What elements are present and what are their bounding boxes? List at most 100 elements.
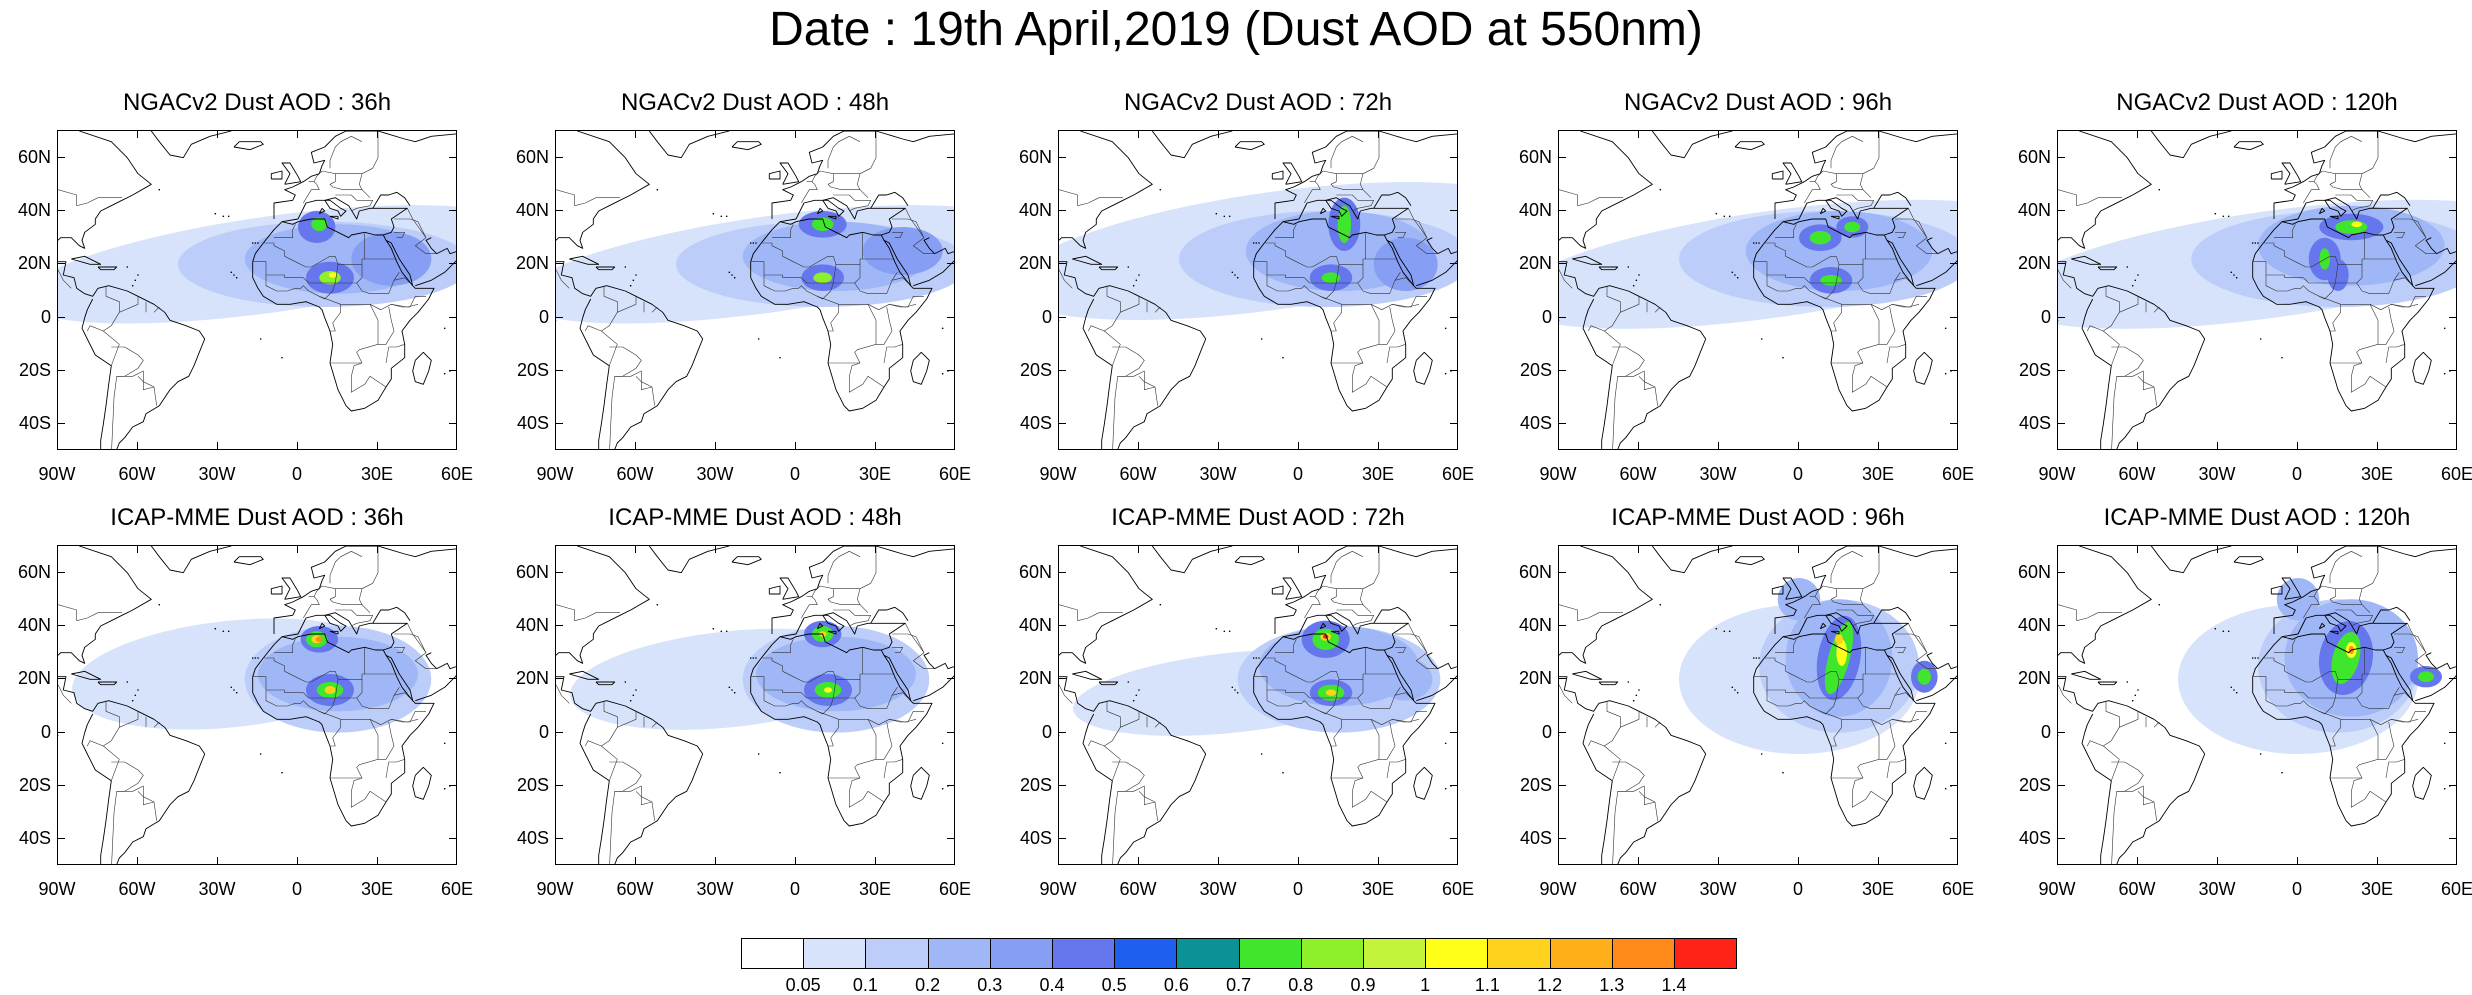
coastline (2372, 606, 2411, 624)
coastline (2071, 255, 2102, 265)
country-border (801, 596, 818, 619)
island (1736, 691, 1739, 694)
coastlines (1059, 546, 1457, 864)
country-border (1831, 304, 1843, 332)
country-border (1395, 633, 1428, 653)
dust-plume (812, 217, 834, 231)
lon-tick-label: 60E (440, 464, 474, 484)
coastline (1072, 255, 1103, 265)
lon-tick (795, 442, 796, 450)
dust-aod-map (1559, 546, 1957, 864)
island (720, 630, 723, 633)
lon-tick-label: 0 (789, 464, 800, 484)
country-border (356, 264, 363, 284)
country-border (2111, 370, 2157, 449)
lat-tick-label: 20N (17, 668, 51, 689)
lon-tick (377, 857, 378, 865)
island (1944, 787, 1947, 790)
coastline (2329, 630, 2339, 635)
lat-tick-label: 20N (1018, 668, 1052, 689)
country-border (1106, 285, 1121, 313)
island (227, 215, 230, 218)
coastline (58, 546, 152, 664)
lon-tick-label: 30W (1699, 879, 1737, 899)
lon-tick-label: 60E (440, 879, 474, 899)
lon-tick (1457, 857, 1458, 865)
map-panel: ICAP-MME Dust AOD : 36h 60N 40N 20N 0 20S 40S 9… (18, 504, 473, 899)
country-border (1836, 609, 1875, 627)
lat-tick (1450, 731, 1458, 733)
country-border (1336, 609, 1375, 627)
country-border (58, 684, 72, 704)
lat-tick (449, 370, 457, 371)
country-border (1266, 264, 1340, 300)
lon-tick (57, 857, 58, 865)
island (1782, 356, 1784, 359)
lon-tick-label: 90W (1039, 464, 1077, 484)
coastline (1234, 556, 1265, 566)
island (214, 212, 217, 215)
lat-tick (1950, 210, 1958, 211)
lon-tick-label: 60W (1119, 464, 1157, 484)
country-border (1314, 585, 1372, 613)
country-border (1894, 277, 1912, 284)
island (1228, 630, 1231, 633)
lat-tick (2449, 370, 2457, 371)
lat-tick (2057, 263, 2065, 265)
colorbar-label: 1.1 (1474, 975, 1500, 995)
island (1715, 212, 1718, 215)
map-area (57, 130, 457, 450)
country-border (1059, 269, 1073, 289)
country-border (1908, 208, 1949, 254)
country-border (801, 181, 818, 204)
lon-tick (1218, 130, 1219, 138)
country-border (1766, 679, 1840, 715)
island (1627, 266, 1630, 268)
coastline (556, 131, 650, 249)
lon-tick (2297, 545, 2298, 553)
lon-tick (1457, 545, 1458, 553)
lat-tick (2449, 316, 2457, 318)
lon-tick-label: 60W (2118, 464, 2156, 484)
colorbar-label: 1 (1420, 975, 1431, 995)
country-border (1654, 306, 1661, 313)
lat-tick (2449, 625, 2457, 626)
colorbar-swatch (803, 938, 867, 969)
lon-tick-label: 60W (1119, 879, 1157, 899)
lon-tick (2137, 130, 2138, 138)
coastline (2281, 162, 2302, 185)
country-border (854, 264, 861, 284)
panel-title: NGACv2 Dust AOD : 72h (1123, 89, 1393, 116)
coastlines (2058, 131, 2456, 449)
coastline (1873, 606, 1912, 624)
island (624, 681, 627, 683)
colorbar-swatch (1549, 938, 1613, 969)
lon-tick-label: 90W (38, 464, 76, 484)
coastline (1098, 681, 1119, 686)
dust-plume (1917, 668, 1931, 685)
country-border (2265, 264, 2339, 300)
country-border (2356, 264, 2363, 284)
lon-tick (1718, 857, 1719, 865)
lat-tick-label: 20N (17, 253, 51, 274)
lat-tick (57, 263, 65, 265)
lat-tick (555, 210, 563, 211)
lon-tick (555, 130, 556, 138)
island (230, 686, 233, 689)
island (254, 657, 257, 659)
lat-tick (947, 838, 955, 840)
country-border (1559, 604, 1623, 621)
coastline (556, 676, 704, 864)
island (251, 657, 254, 659)
lat-tick (1558, 678, 1566, 680)
island (1231, 686, 1234, 689)
country-border (58, 604, 122, 621)
country-border (1330, 551, 1364, 584)
island (749, 242, 752, 244)
country-border (763, 679, 837, 715)
lon-tick-label: 60E (1941, 879, 1975, 899)
panel-title: ICAP-MME Dust AOD : 48h (608, 504, 902, 531)
country-border (407, 208, 448, 254)
country-border (2153, 721, 2160, 728)
lat-tick (449, 423, 457, 425)
